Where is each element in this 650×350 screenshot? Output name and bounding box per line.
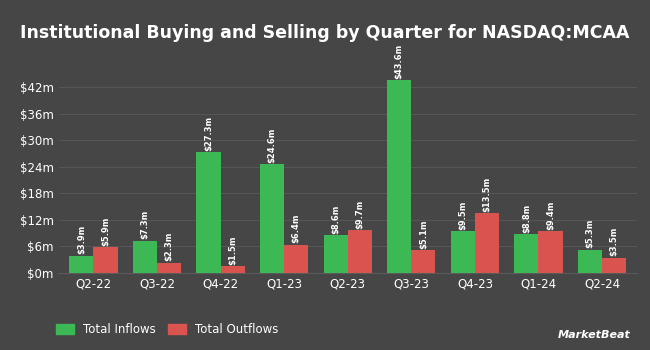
Bar [94, 247, 118, 273]
Text: $1.5m: $1.5m [228, 236, 237, 265]
Text: $24.6m: $24.6m [268, 127, 277, 163]
Bar [133, 241, 157, 273]
Text: $2.3m: $2.3m [164, 232, 174, 261]
Text: $8.6m: $8.6m [331, 204, 340, 233]
Bar [220, 266, 245, 273]
Bar [348, 230, 372, 273]
Bar [450, 231, 475, 273]
Text: MarketBeat: MarketBeat [558, 329, 630, 340]
Bar [324, 235, 348, 273]
Bar [514, 234, 538, 273]
Text: $3.5m: $3.5m [610, 227, 619, 256]
Bar [387, 80, 411, 273]
Text: Institutional Buying and Selling by Quarter for NASDAQ:MCAA: Institutional Buying and Selling by Quar… [20, 25, 630, 42]
Text: $9.4m: $9.4m [546, 201, 555, 230]
Bar [70, 256, 94, 273]
Text: $13.5m: $13.5m [482, 177, 491, 212]
Text: $5.3m: $5.3m [586, 219, 595, 248]
Text: $9.5m: $9.5m [458, 200, 467, 230]
Text: $6.4m: $6.4m [292, 214, 301, 243]
Text: $5.9m: $5.9m [101, 216, 110, 246]
Bar [538, 231, 563, 273]
Legend: Total Inflows, Total Outflows: Total Inflows, Total Outflows [51, 318, 283, 341]
Bar [284, 245, 308, 273]
Text: $3.9m: $3.9m [77, 225, 86, 254]
Text: $7.3m: $7.3m [140, 210, 150, 239]
Bar [157, 263, 181, 273]
Bar [411, 250, 436, 273]
Bar [260, 164, 284, 273]
Text: $43.6m: $43.6m [395, 43, 404, 79]
Text: $9.7m: $9.7m [356, 199, 365, 229]
Bar [578, 250, 602, 273]
Text: $5.1m: $5.1m [419, 219, 428, 249]
Bar [475, 213, 499, 273]
Text: $8.8m: $8.8m [522, 203, 531, 233]
Text: $27.3m: $27.3m [204, 116, 213, 151]
Bar [602, 258, 626, 273]
Bar [196, 152, 220, 273]
